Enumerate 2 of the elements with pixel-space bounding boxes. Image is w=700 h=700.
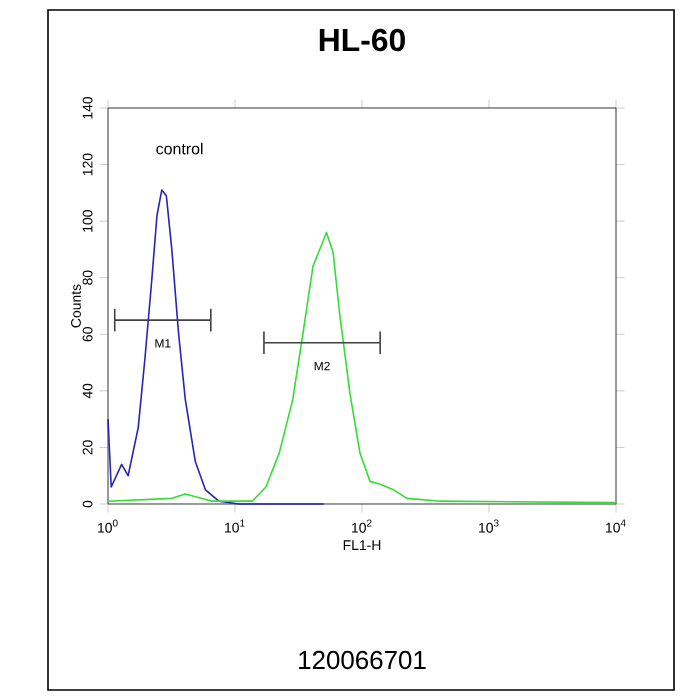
- chart-title: HL-60: [319, 28, 405, 52]
- text: 120066701: [299, 650, 426, 670]
